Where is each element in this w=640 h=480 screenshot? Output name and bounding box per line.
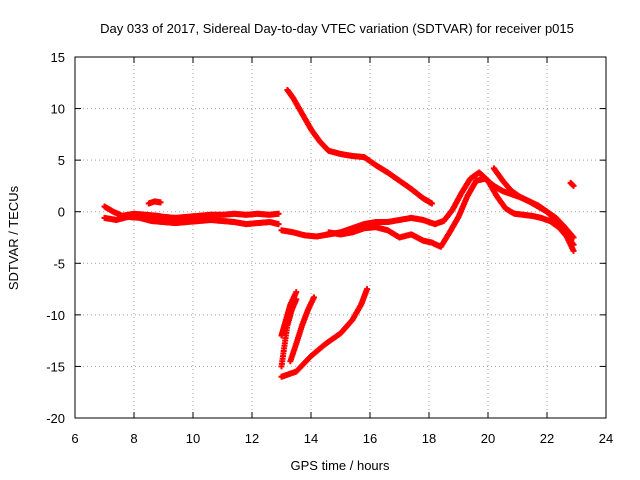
- x-tick-label: 18: [422, 431, 436, 446]
- series-segment-2: [101, 213, 282, 228]
- y-tick-label: -20: [46, 411, 65, 426]
- grid-lines: [75, 57, 606, 418]
- data-point: [293, 289, 300, 296]
- series-segment-3: [145, 198, 164, 207]
- series-segment-10: [278, 289, 300, 339]
- x-tick-label: 12: [245, 431, 259, 446]
- y-tick-label: -5: [53, 256, 65, 271]
- data-point: [157, 199, 164, 206]
- x-tick-label: 24: [599, 431, 613, 446]
- y-tick-label: 10: [51, 102, 65, 117]
- x-tick-label: 8: [130, 431, 137, 446]
- series-segment-6: [284, 87, 435, 207]
- x-tick-label: 14: [304, 431, 318, 446]
- x-tick-label: 22: [540, 431, 554, 446]
- x-tick-label: 10: [186, 431, 200, 446]
- data-point: [275, 210, 282, 217]
- data-point: [570, 247, 577, 254]
- y-tick-label: 15: [51, 50, 65, 65]
- x-tick-label: 16: [363, 431, 377, 446]
- x-tick-label: 6: [71, 431, 78, 446]
- chart-title: Day 033 of 2017, Sidereal Day-to-day VTE…: [100, 21, 574, 36]
- series-segment-1: [101, 203, 282, 221]
- y-axis-label: SDTVAR / TECUs: [6, 185, 21, 290]
- x-tick-label: 20: [481, 431, 495, 446]
- data-point: [364, 286, 371, 293]
- data-point: [428, 200, 435, 207]
- y-tick-label: 0: [58, 205, 65, 220]
- series-segment-12: [278, 286, 371, 380]
- x-axis-label: GPS time / hours: [291, 458, 390, 473]
- data-point: [570, 182, 577, 189]
- series-segment-4: [278, 169, 577, 248]
- y-tick-label: 5: [58, 153, 65, 168]
- series-segment-11: [287, 294, 317, 365]
- data-point: [570, 234, 577, 241]
- series-segment-8: [567, 179, 577, 189]
- data-point: [310, 294, 317, 301]
- axis-ticks: 6 8 10 12 14 16 18 20 22 24 -20 -15 -10 -5 0 5 10 15: [46, 50, 613, 446]
- data-points: [101, 87, 577, 380]
- plot-frame: [74, 56, 607, 419]
- y-tick-label: -10: [46, 308, 65, 323]
- data-point: [275, 221, 282, 228]
- y-tick-label: -15: [46, 359, 65, 374]
- series-segment-7: [490, 165, 577, 241]
